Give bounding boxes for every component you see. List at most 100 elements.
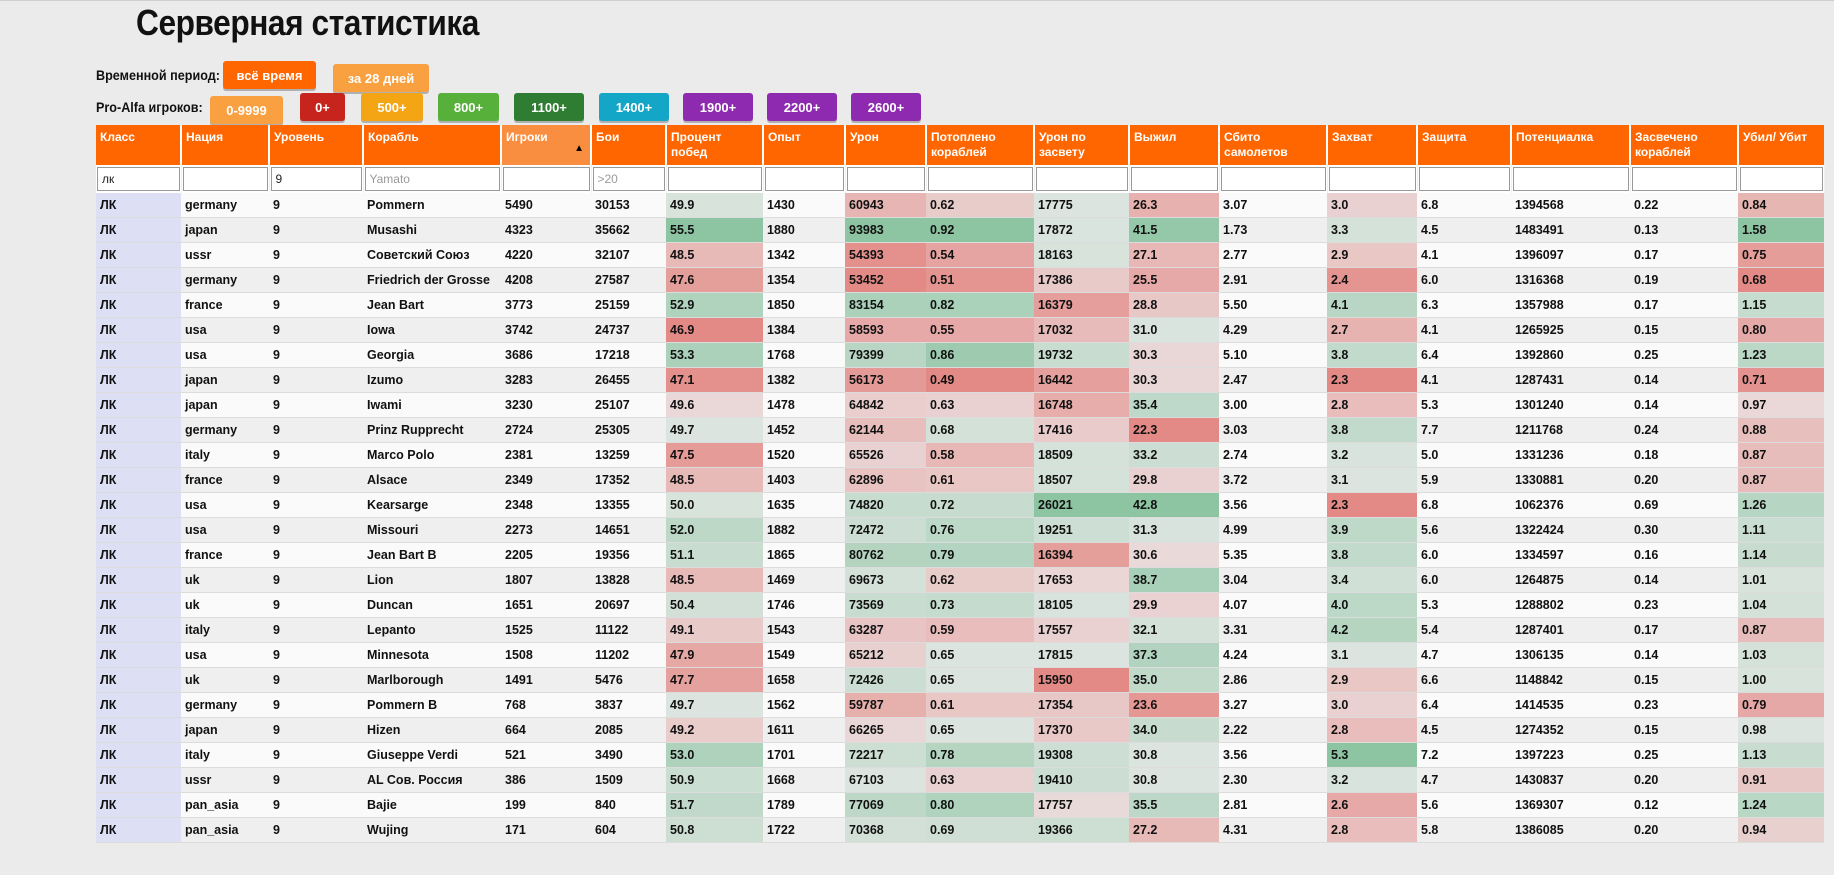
cell-players: 3773 (501, 292, 591, 318)
filter-input-xp[interactable] (764, 167, 844, 191)
proalfa-1900-plus-button[interactable]: 1900+ (683, 93, 753, 121)
cell-ship: Marlborough (363, 667, 501, 693)
cell-planes: 3.72 (1219, 467, 1327, 493)
column-header[interactable]: Потенциалка (1511, 125, 1631, 165)
column-header[interactable]: Сбито самолетов (1219, 125, 1328, 165)
filter-input-ship[interactable] (364, 167, 500, 191)
cell-capture: 2.6 (1327, 792, 1417, 818)
column-header[interactable]: Захват (1327, 125, 1418, 165)
cell-kd: 0.87 (1738, 617, 1824, 643)
filter-input-winrate[interactable] (667, 167, 762, 191)
cell-damage: 65526 (845, 442, 926, 468)
filter-input-damage[interactable] (846, 167, 925, 191)
column-header[interactable]: Выжил (1129, 125, 1220, 165)
filter-row (96, 165, 1825, 193)
table-row: ЛК japan 9 Iwami 3230 25107 49.6 1478 64842 0.63 1… (96, 392, 1824, 418)
cell-spotted: 0.19 (1630, 267, 1738, 293)
table-row: ЛК usa 9 Kearsarge 2348 13355 50.0 1635 74820 0.7… (96, 492, 1824, 518)
proalfa-500-plus-button[interactable]: 500+ (361, 93, 423, 121)
filter-input-spotted[interactable] (1631, 167, 1737, 191)
cell-spotted: 0.30 (1630, 517, 1738, 543)
cell-potential: 1274352 (1511, 717, 1630, 743)
column-header[interactable]: Защита (1417, 125, 1512, 165)
filter-input-spot-damage[interactable] (1035, 167, 1128, 191)
cell-kd: 0.79 (1738, 692, 1824, 718)
column-header[interactable]: Урон по засвету (1034, 125, 1130, 165)
cell-class: ЛК (96, 467, 181, 493)
cell-defense: 6.3 (1417, 292, 1511, 318)
cell-kills: 0.79 (926, 542, 1034, 568)
cell-tier: 9 (269, 242, 363, 268)
column-header[interactable]: Корабль (363, 125, 502, 165)
cell-spotted: 0.20 (1630, 467, 1738, 493)
proalfa-1400-plus-button[interactable]: 1400+ (599, 93, 669, 121)
cell-planes: 2.77 (1219, 242, 1327, 268)
filter-input-players[interactable] (502, 167, 590, 191)
column-header[interactable]: Нация (181, 125, 270, 165)
column-header[interactable]: Убил/ Убит (1738, 125, 1824, 165)
column-header-label: Опыт (768, 130, 801, 144)
proalfa-0-9999-button[interactable]: 0-9999 (210, 96, 283, 124)
cell-damage: 60943 (845, 193, 926, 218)
cell-ship: Duncan (363, 592, 501, 618)
cell-kd: 1.24 (1738, 792, 1824, 818)
cell-battles: 1509 (591, 767, 666, 793)
filter-input-battles[interactable] (592, 167, 665, 191)
cell-potential: 1386085 (1511, 817, 1630, 843)
filter-input-kills[interactable] (927, 167, 1033, 191)
cell-kd: 1.13 (1738, 742, 1824, 768)
cell-capture: 3.0 (1327, 193, 1417, 218)
cell-winrate: 52.9 (666, 292, 763, 318)
proalfa-label: Pro-Alfa игроков: (96, 99, 203, 115)
filter-input-survived[interactable] (1130, 167, 1218, 191)
cell-potential: 1148842 (1511, 667, 1630, 693)
period-all-time-button[interactable]: всё время (223, 61, 316, 89)
cell-capture: 4.0 (1327, 592, 1417, 618)
column-header[interactable]: Процент побед (666, 125, 764, 165)
cell-survived: 35.0 (1129, 667, 1219, 693)
column-header-label: Урон (850, 130, 879, 144)
cell-xp: 1701 (763, 742, 845, 768)
column-header[interactable]: Игроки ▲ (501, 125, 592, 165)
cell-players: 171 (501, 817, 591, 843)
cell-nation: pan_asia (181, 817, 269, 843)
column-header[interactable]: Уровень (269, 125, 364, 165)
filter-input-defense[interactable] (1418, 167, 1510, 191)
cell-potential: 1394568 (1511, 193, 1630, 218)
cell-defense: 6.8 (1417, 492, 1511, 518)
proalfa-0-plus-button[interactable]: 0+ (300, 93, 345, 121)
table-row: ЛК usa 9 Georgia 3686 17218 53.3 1768 79399 0.86 1… (96, 342, 1824, 368)
column-header[interactable]: Бои (591, 125, 667, 165)
proalfa-800-plus-button[interactable]: 800+ (438, 93, 499, 121)
cell-kills: 0.92 (926, 217, 1034, 243)
cell-tier: 9 (269, 317, 363, 343)
period-28-days-button[interactable]: за 28 дней (333, 64, 429, 92)
table-row: ЛК germany 9 Pommern 5490 30153 49.9 1430 60943 0… (96, 193, 1824, 218)
cell-damage: 66265 (845, 717, 926, 743)
cell-tier: 9 (269, 717, 363, 743)
column-header[interactable]: Потоплено кораблей (926, 125, 1035, 165)
filter-input-tier[interactable] (270, 167, 362, 191)
cell-kills: 0.86 (926, 342, 1034, 368)
cell-winrate: 48.5 (666, 467, 763, 493)
cell-ship: Giuseppe Verdi (363, 742, 501, 768)
filter-input-planes[interactable] (1220, 167, 1326, 191)
cell-battles: 32107 (591, 242, 666, 268)
cell-capture: 2.3 (1327, 492, 1417, 518)
filter-input-nation[interactable] (182, 167, 268, 191)
column-header[interactable]: Урон (845, 125, 927, 165)
column-header[interactable]: Класс (96, 125, 182, 165)
proalfa-1100-plus-button[interactable]: 1100+ (514, 93, 584, 121)
proalfa-2200-plus-button[interactable]: 2200+ (767, 93, 837, 121)
cell-winrate: 47.1 (666, 367, 763, 393)
cell-tier: 9 (269, 617, 363, 643)
column-header[interactable]: Опыт (763, 125, 846, 165)
filter-input-potential[interactable] (1512, 167, 1629, 191)
cell-capture: 3.0 (1327, 692, 1417, 718)
proalfa-2600-plus-button[interactable]: 2600+ (851, 93, 921, 121)
filter-input-kd[interactable] (1739, 167, 1823, 191)
column-header[interactable]: Засвечено кораблей (1630, 125, 1739, 165)
filter-input-class[interactable] (97, 167, 180, 191)
filter-input-capture[interactable] (1328, 167, 1416, 191)
cell-tier: 9 (269, 492, 363, 518)
